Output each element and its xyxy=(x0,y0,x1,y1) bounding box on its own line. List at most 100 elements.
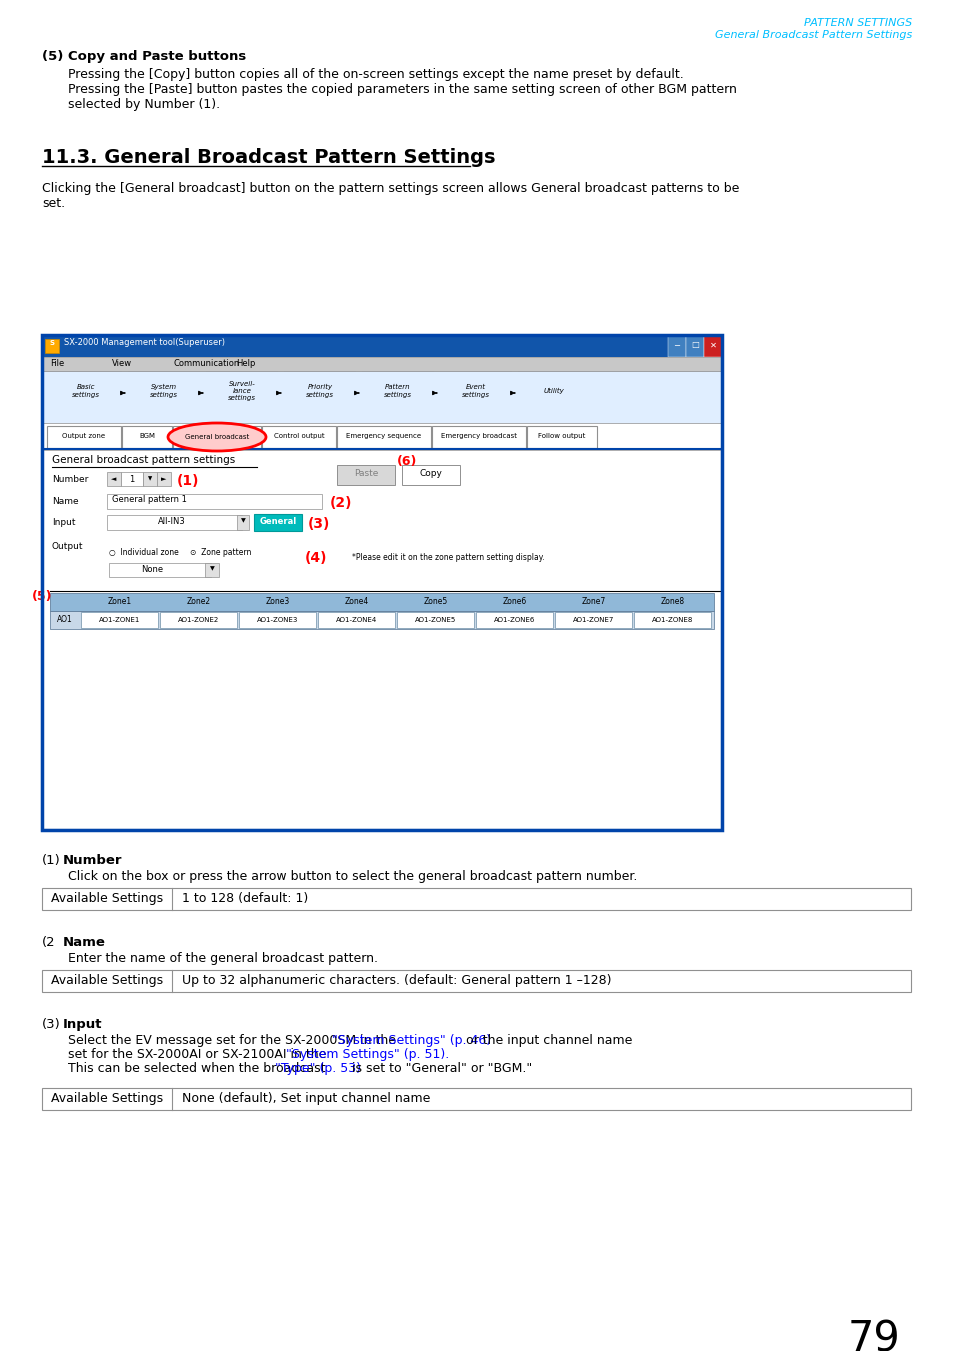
Text: AO1: AO1 xyxy=(57,616,72,624)
FancyBboxPatch shape xyxy=(50,593,713,611)
FancyBboxPatch shape xyxy=(109,563,211,577)
FancyBboxPatch shape xyxy=(284,372,355,415)
FancyBboxPatch shape xyxy=(172,426,261,449)
Text: Emergency broadcast: Emergency broadcast xyxy=(440,434,517,439)
Text: Output zone: Output zone xyxy=(62,434,106,439)
Text: Select the EV message set for the SX-2000SM in the: Select the EV message set for the SX-200… xyxy=(68,1034,399,1047)
Text: Input: Input xyxy=(63,1019,102,1031)
FancyBboxPatch shape xyxy=(42,357,721,372)
Text: General: General xyxy=(259,516,296,526)
Text: Zone7: Zone7 xyxy=(580,597,605,607)
FancyBboxPatch shape xyxy=(143,471,157,486)
FancyBboxPatch shape xyxy=(526,426,597,449)
Text: Name: Name xyxy=(63,936,106,948)
Text: Pressing the [Copy] button copies all of the on-screen settings except the name : Pressing the [Copy] button copies all of… xyxy=(68,68,683,81)
Text: ⊙  Zone pattern: ⊙ Zone pattern xyxy=(190,549,251,557)
Text: ✕: ✕ xyxy=(709,340,716,350)
Text: Zone4: Zone4 xyxy=(344,597,368,607)
Text: Follow output: Follow output xyxy=(537,434,585,439)
FancyBboxPatch shape xyxy=(107,471,121,486)
Text: (4): (4) xyxy=(305,551,327,565)
Text: General Broadcast Pattern Settings: General Broadcast Pattern Settings xyxy=(714,30,911,41)
Text: AO1-ZONE3: AO1-ZONE3 xyxy=(256,617,298,623)
Text: "System Settings" (p. 46): "System Settings" (p. 46) xyxy=(332,1034,491,1047)
Text: (3): (3) xyxy=(308,517,330,531)
Text: Event
settings: Event settings xyxy=(461,385,490,397)
Text: None: None xyxy=(141,565,163,574)
FancyBboxPatch shape xyxy=(81,612,158,628)
FancyBboxPatch shape xyxy=(160,612,236,628)
Text: Paste: Paste xyxy=(354,469,377,477)
Text: 79: 79 xyxy=(846,1319,899,1351)
Text: S: S xyxy=(50,340,54,346)
Text: (6): (6) xyxy=(396,455,416,467)
FancyBboxPatch shape xyxy=(42,888,910,911)
FancyBboxPatch shape xyxy=(128,372,200,415)
Text: Zone6: Zone6 xyxy=(502,597,526,607)
FancyBboxPatch shape xyxy=(205,563,219,577)
FancyBboxPatch shape xyxy=(50,611,713,630)
Text: General pattern 1: General pattern 1 xyxy=(112,496,187,504)
Text: "Type" (p. 53): "Type" (p. 53) xyxy=(274,1062,361,1075)
Text: Zone2: Zone2 xyxy=(186,597,211,607)
Text: This can be selected when the broadcast: This can be selected when the broadcast xyxy=(68,1062,329,1075)
FancyBboxPatch shape xyxy=(361,372,434,415)
Text: ─: ─ xyxy=(674,340,679,350)
Text: General broadcast: General broadcast xyxy=(185,434,249,439)
FancyBboxPatch shape xyxy=(42,1088,910,1111)
Text: or the input channel name: or the input channel name xyxy=(461,1034,632,1047)
Text: Zone3: Zone3 xyxy=(265,597,290,607)
Text: Enter the name of the general broadcast pattern.: Enter the name of the general broadcast … xyxy=(68,952,377,965)
Text: (5) Copy and Paste buttons: (5) Copy and Paste buttons xyxy=(42,50,246,63)
Text: Zone1: Zone1 xyxy=(108,597,132,607)
Text: Basic
settings: Basic settings xyxy=(71,385,100,397)
Text: None (default), Set input channel name: None (default), Set input channel name xyxy=(182,1092,430,1105)
Text: Available Settings: Available Settings xyxy=(51,974,163,988)
Text: Control output: Control output xyxy=(274,434,324,439)
Text: AO1-ZONE6: AO1-ZONE6 xyxy=(494,617,535,623)
FancyBboxPatch shape xyxy=(157,471,171,486)
Text: Input: Input xyxy=(52,517,75,527)
Text: (1): (1) xyxy=(177,474,199,488)
Text: Number: Number xyxy=(63,854,122,867)
Text: SX-2000 Management tool(Superuser): SX-2000 Management tool(Superuser) xyxy=(64,338,225,347)
FancyBboxPatch shape xyxy=(396,612,474,628)
FancyBboxPatch shape xyxy=(336,426,431,449)
Text: Available Settings: Available Settings xyxy=(51,892,163,905)
FancyBboxPatch shape xyxy=(47,426,121,449)
FancyBboxPatch shape xyxy=(50,372,122,415)
FancyBboxPatch shape xyxy=(667,335,685,357)
Text: ◄: ◄ xyxy=(112,476,116,482)
Text: set.: set. xyxy=(42,197,65,209)
FancyBboxPatch shape xyxy=(45,339,59,353)
Text: Emergency sequence: Emergency sequence xyxy=(346,434,421,439)
Text: Priority
settings: Priority settings xyxy=(306,385,334,397)
Text: ○  Individual zone: ○ Individual zone xyxy=(109,549,178,557)
FancyBboxPatch shape xyxy=(432,426,525,449)
FancyBboxPatch shape xyxy=(634,612,710,628)
Text: *Please edit it on the zone pattern setting display.: *Please edit it on the zone pattern sett… xyxy=(352,553,544,562)
FancyBboxPatch shape xyxy=(239,612,315,628)
FancyBboxPatch shape xyxy=(262,426,335,449)
Text: Copy: Copy xyxy=(419,469,442,477)
Text: set for the SX-2000AI or SX-2100AI in the: set for the SX-2000AI or SX-2100AI in th… xyxy=(68,1048,330,1061)
FancyBboxPatch shape xyxy=(107,494,322,509)
Text: AO1-ZONE1: AO1-ZONE1 xyxy=(99,617,140,623)
Text: AO1-ZONE8: AO1-ZONE8 xyxy=(651,617,693,623)
Text: PATTERN SETTINGS: PATTERN SETTINGS xyxy=(803,18,911,28)
Text: Click on the box or press the arrow button to select the general broadcast patte: Click on the box or press the arrow butt… xyxy=(68,870,637,884)
Text: ▼: ▼ xyxy=(148,477,152,481)
FancyBboxPatch shape xyxy=(439,372,512,415)
Text: All-IN3: All-IN3 xyxy=(158,516,186,526)
FancyBboxPatch shape xyxy=(107,515,242,530)
Text: Up to 32 alphanumeric characters. (default: General pattern 1 –128): Up to 32 alphanumeric characters. (defau… xyxy=(182,974,611,988)
Text: □: □ xyxy=(690,340,699,350)
Text: BGM: BGM xyxy=(139,434,154,439)
FancyBboxPatch shape xyxy=(476,612,553,628)
FancyBboxPatch shape xyxy=(517,372,589,415)
FancyBboxPatch shape xyxy=(42,372,721,423)
FancyBboxPatch shape xyxy=(206,372,277,415)
Text: (2): (2) xyxy=(330,496,352,509)
FancyBboxPatch shape xyxy=(42,335,721,357)
Text: ►: ► xyxy=(161,476,167,482)
